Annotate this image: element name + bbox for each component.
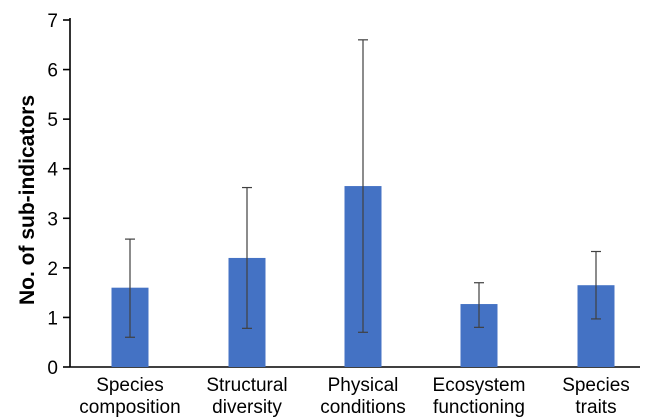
y-tick-label: 0: [47, 358, 58, 379]
error-bar: [591, 250, 601, 320]
x-axis-labels: SpeciescompositionStructuraldiversityPhy…: [79, 375, 630, 418]
y-tick-label: 7: [47, 11, 58, 32]
y-tick-label: 2: [47, 259, 58, 280]
error-bar: [474, 282, 484, 328]
y-axis-label: No. of sub-indicators: [16, 95, 39, 305]
x-category-label: Species: [96, 375, 164, 396]
error-bar: [358, 39, 368, 333]
x-category-label: Ecosystem: [433, 375, 526, 396]
x-category-label: Structural: [206, 375, 287, 396]
x-category-label: functioning: [433, 397, 525, 418]
x-category-label: Physical: [328, 375, 399, 396]
x-category-label: Species: [562, 375, 630, 396]
x-category-label: composition: [79, 397, 180, 418]
y-tick-label: 1: [47, 308, 58, 329]
x-category-label: traits: [575, 397, 616, 418]
error-bar: [125, 238, 135, 338]
y-tick-label: 3: [47, 209, 58, 230]
x-category-label: diversity: [212, 397, 282, 418]
y-tick-label: 5: [47, 110, 58, 131]
error-bar: [242, 186, 252, 329]
y-tick-label: 6: [47, 61, 58, 82]
error-bars-group: [125, 39, 601, 338]
y-axis-ticks: 0 1 2 3 4 5 6 7: [47, 11, 70, 379]
x-category-label: conditions: [320, 397, 406, 418]
y-tick-label: 4: [47, 160, 58, 181]
